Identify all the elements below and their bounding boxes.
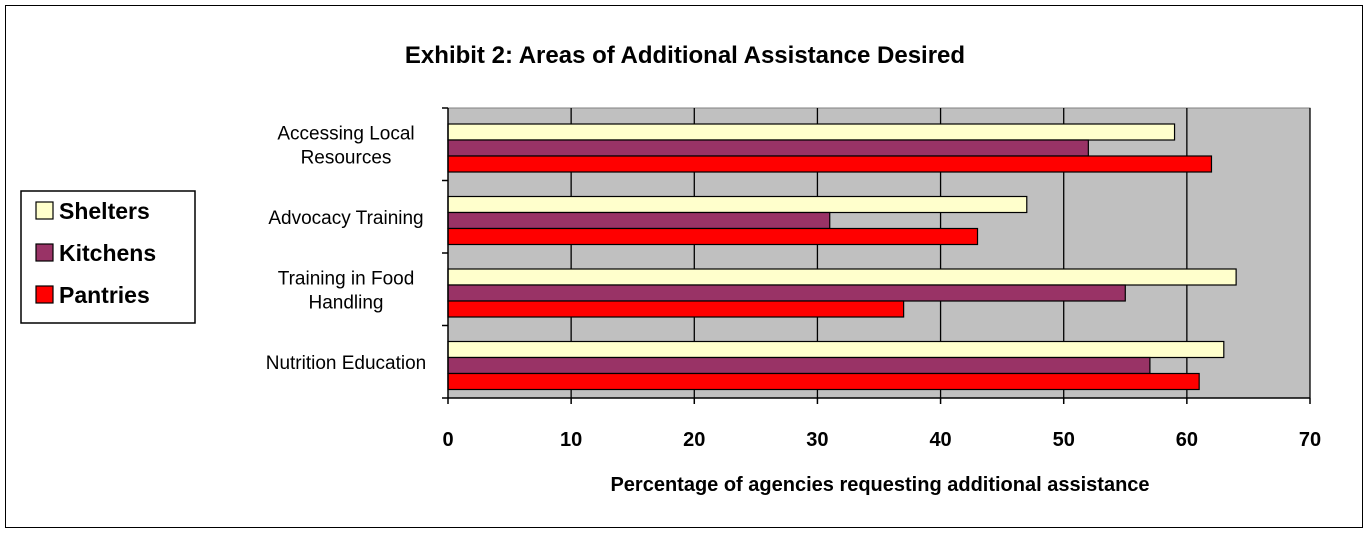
bar-shelters-0 — [447, 123, 1176, 141]
bar-kitchens-3 — [447, 356, 1151, 375]
x-tick-label: 70 — [1299, 429, 1321, 451]
bar-shelters-2 — [447, 268, 1237, 286]
bar-kitchens-0 — [447, 139, 1089, 157]
x-tick-label: 10 — [560, 429, 582, 451]
x-tick-label: 30 — [806, 429, 828, 451]
category-label: Accessing Local — [277, 123, 414, 144]
legend: Shelters Kitchens Pantries — [20, 190, 196, 324]
legend-swatch-shelters — [35, 201, 54, 220]
plot-area: 0 10 20 30 40 50 60 70 Accessing Local Resources A… — [266, 107, 1321, 451]
x-tick-label: 40 — [929, 429, 951, 451]
x-tick-label: 0 — [442, 429, 453, 451]
legend-label-kitchens: Kitchens — [59, 240, 156, 266]
bar-pantries-1 — [447, 227, 979, 246]
bar-pantries-2 — [447, 300, 905, 318]
bar-pantries-3 — [447, 372, 1200, 391]
bar-pantries-0 — [447, 155, 1213, 173]
x-tick-label: 20 — [683, 429, 705, 451]
category-label: Training in Food — [278, 268, 415, 289]
bar-shelters-3 — [447, 340, 1225, 359]
bar-kitchens-1 — [447, 211, 831, 230]
x-tick-label: 60 — [1176, 429, 1198, 451]
x-tick-label: 50 — [1053, 429, 1075, 451]
category-label: Advocacy Training — [268, 208, 423, 229]
x-axis-title: Percentage of agencies requesting additi… — [610, 474, 1149, 496]
legend-swatch-kitchens — [35, 243, 54, 262]
legend-label-shelters: Shelters — [59, 198, 150, 224]
category-label: Resources — [301, 147, 392, 168]
chart-title: Exhibit 2: Areas of Additional Assistanc… — [405, 42, 965, 69]
bar-shelters-1 — [447, 195, 1028, 214]
bar-kitchens-2 — [447, 284, 1126, 302]
category-label: Nutrition Education — [266, 353, 427, 374]
legend-label-pantries: Pantries — [59, 282, 150, 308]
legend-swatch-pantries — [35, 285, 54, 304]
category-label: Handling — [309, 292, 384, 313]
